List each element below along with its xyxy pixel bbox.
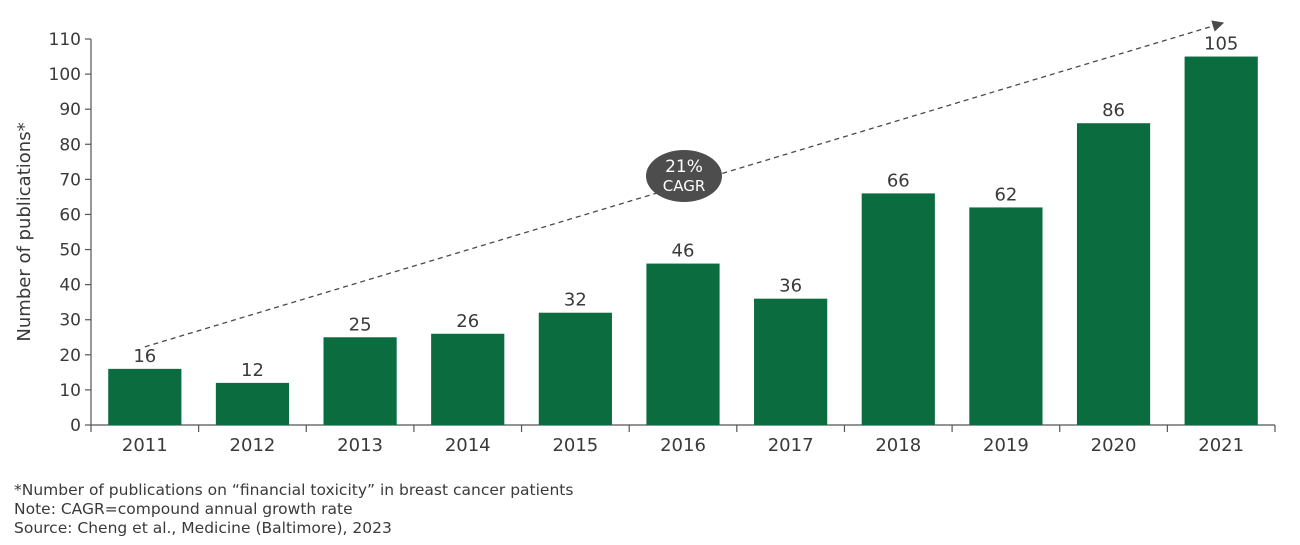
bar-2012 [215,382,290,425]
x-tick-label: 2021 [1198,435,1244,456]
y-tick-label: 50 [59,241,81,261]
data-label-2014: 26 [456,311,479,332]
y-axis-title: Number of publications* [14,122,35,341]
data-label-2016: 46 [672,241,695,262]
data-label-2017: 36 [779,276,802,297]
x-axis: 2011 2012 2013 2014 2015 2016 2017 2018 2019 2020… [90,424,1276,456]
x-tick-label: 2018 [875,435,921,456]
data-label-2015: 32 [564,290,587,311]
y-axis: 0 10 20 30 40 50 60 70 80 90 100 110 [49,30,92,436]
x-tick-label: 2016 [660,435,706,456]
y-tick-label: 90 [59,100,81,120]
y-tick-label: 110 [49,30,81,50]
footnote-note: Note: CAGR=compound annual growth rate [14,500,353,518]
x-tick-label: 2017 [768,435,814,456]
bar-2017 [754,298,828,425]
y-tick-label: 100 [49,65,81,85]
cagr-badge-label: CAGR [663,177,706,195]
bar-2020 [1076,123,1151,425]
bar-2011 [108,368,182,425]
cagr-badge-shape [646,150,722,202]
bar-2018 [861,193,935,425]
x-tick-label: 2015 [552,435,598,456]
footnote-source: Source: Cheng et al., Medicine (Baltimor… [14,519,392,537]
y-tick-label: 80 [59,135,81,155]
x-tick-label: 2012 [230,435,276,456]
bar-2016 [646,263,720,425]
y-tick-label: 40 [59,276,81,296]
x-tick-label: 2014 [445,435,491,456]
footnotes: *Number of publications on “financial to… [14,481,573,538]
y-tick-label: 10 [59,381,81,401]
data-label-2020: 86 [1102,100,1125,121]
bar-2021 [1184,56,1258,425]
data-labels: 16 12 25 26 32 46 36 66 62 86 105 [133,34,1238,381]
bar-series [108,56,1258,425]
data-label-2018: 66 [887,170,910,191]
data-label-2019: 62 [994,184,1017,205]
bar-2015 [538,312,612,425]
data-label-2012: 12 [241,360,264,381]
x-tick-label: 2020 [1091,435,1137,456]
data-label-2021: 105 [1204,34,1238,55]
y-tick-label: 0 [70,416,81,436]
bar-2019 [969,207,1043,425]
x-tick-label: 2011 [122,435,168,456]
data-label-2011: 16 [133,346,156,367]
bar-2014 [431,333,505,425]
x-tick-label: 2013 [337,435,383,456]
x-tick-label: 2019 [983,435,1029,456]
cagr-badge-value: 21% [665,157,703,177]
bar-2013 [323,337,397,425]
y-tick-label: 30 [59,311,81,331]
y-tick-label: 20 [59,346,81,366]
footnote-asterisk: *Number of publications on “financial to… [14,481,574,499]
y-tick-label: 60 [59,205,81,225]
cagr-badge: 21% CAGR [646,150,722,202]
data-label-2013: 25 [349,314,372,335]
y-tick-label: 70 [59,170,81,190]
